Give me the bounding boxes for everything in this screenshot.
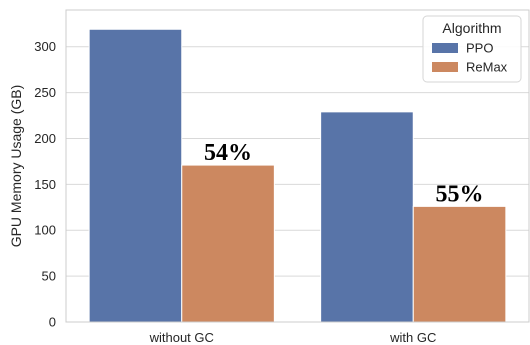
reduction-annotation: 55%: [436, 181, 484, 207]
y-tick-label: 50: [42, 269, 56, 284]
y-tick-label: 150: [34, 177, 56, 192]
y-tick-label: 0: [49, 315, 56, 330]
legend-swatch-ppo: [432, 43, 458, 53]
legend-title: Algorithm: [442, 20, 501, 36]
bar-ppo-1: [88, 28, 183, 323]
annotations: 54% 55%: [204, 140, 483, 207]
legend-label-remax: ReMax: [466, 60, 508, 75]
legend-label-ppo: PPO: [466, 41, 493, 56]
y-tick-labels: 0 50 100 150 200 250 300: [34, 39, 56, 329]
x-tick-labels: without GC with GC: [149, 330, 437, 345]
bar-remax-2: [412, 205, 507, 323]
y-tick-label: 200: [34, 131, 56, 146]
y-tick-label: 250: [34, 85, 56, 100]
legend: Algorithm PPO ReMax: [422, 15, 522, 83]
legend-swatch-remax: [432, 62, 458, 72]
y-tick-label: 300: [34, 39, 56, 54]
x-tick-label: without GC: [149, 330, 214, 345]
bar-ppo-2: [320, 111, 414, 323]
plot-frame: [65, 9, 530, 323]
y-axis-label: GPU Memory Usage (GB): [8, 85, 24, 248]
y-tick-label: 100: [34, 223, 56, 238]
reduction-annotation: 54%: [204, 140, 252, 166]
bar-remax-1: [181, 164, 275, 323]
x-tick-label: with GC: [389, 330, 436, 345]
